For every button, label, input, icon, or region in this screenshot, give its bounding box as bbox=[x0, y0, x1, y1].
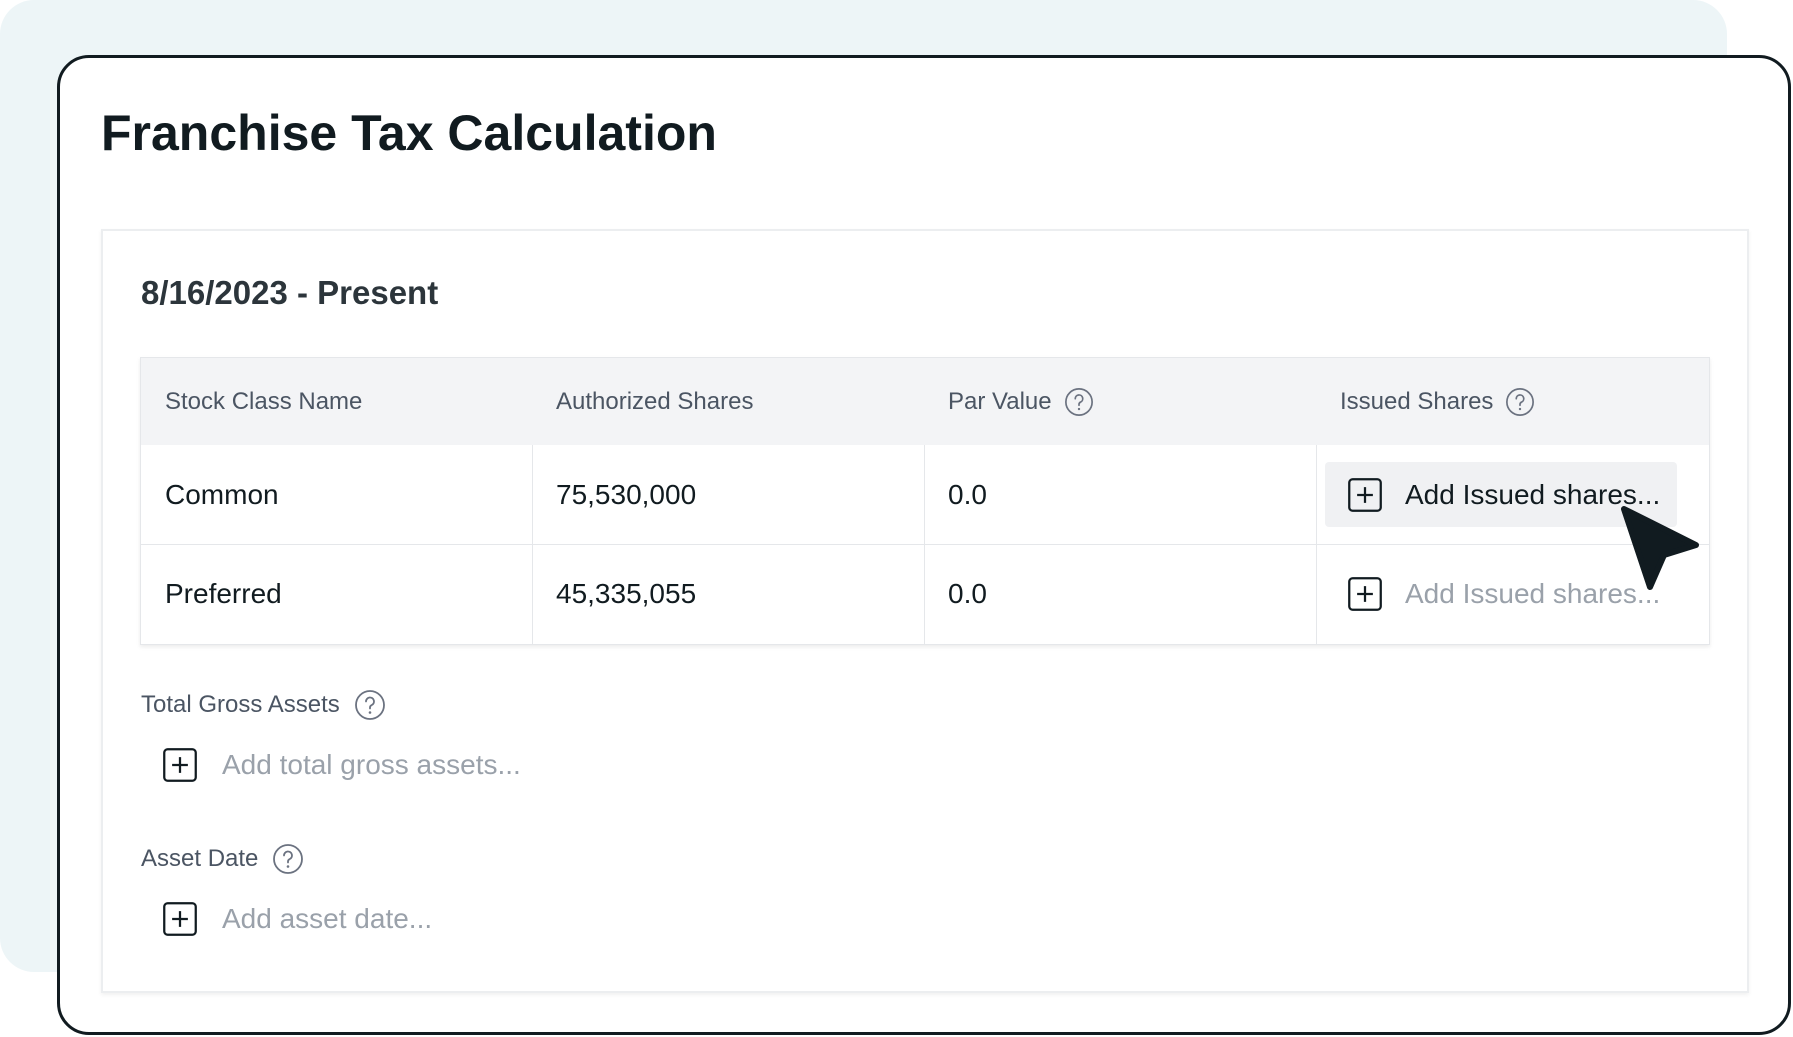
column-header-text: Issued Shares bbox=[1340, 387, 1494, 415]
plus-icon bbox=[1348, 477, 1382, 512]
placeholder-text: Add asset date... bbox=[222, 903, 433, 934]
add-issued-shares-button[interactable]: Add Issued shares... bbox=[1325, 561, 1677, 626]
table-cell: 0.0 bbox=[948, 577, 987, 609]
column-header-text: Par Value bbox=[948, 387, 1052, 415]
help-icon bbox=[1506, 387, 1535, 416]
plus-icon bbox=[1348, 576, 1382, 611]
column-header: Authorized Shares bbox=[556, 358, 753, 445]
stock-table: Stock Class Name Authorized Shares Par Val… bbox=[140, 357, 1710, 645]
column-header: Issued Shares bbox=[1340, 358, 1535, 445]
help-icon bbox=[273, 844, 304, 874]
field-label: Asset Date bbox=[141, 841, 304, 877]
column-header: Stock Class Name bbox=[165, 358, 362, 445]
field-label-text: Asset Date bbox=[141, 845, 259, 872]
row-divider bbox=[141, 544, 1709, 545]
table-cell: 0.0 bbox=[948, 478, 987, 510]
field-label-text: Total Gross Assets bbox=[141, 691, 340, 718]
plus-icon bbox=[163, 902, 197, 936]
page-title: Franchise Tax Calculation bbox=[101, 105, 717, 161]
add-field-button[interactable]: Add total gross assets... bbox=[162, 741, 521, 789]
column-header-text: Authorized Shares bbox=[556, 387, 754, 415]
column-header-text: Stock Class Name bbox=[165, 387, 363, 415]
help-icon bbox=[354, 690, 385, 720]
table-cell: Preferred bbox=[165, 577, 282, 609]
add-field-button[interactable]: Add asset date... bbox=[162, 895, 432, 943]
table-cell: Common bbox=[165, 478, 279, 510]
column-divider bbox=[532, 445, 533, 644]
period-title: 8/16/2023 - Present bbox=[141, 274, 439, 311]
table-header bbox=[141, 358, 1709, 445]
help-icon bbox=[1064, 387, 1093, 416]
button-text: Add Issued shares... bbox=[1405, 577, 1661, 609]
table-cell: 75,530,000 bbox=[556, 478, 697, 510]
add-issued-shares-button[interactable]: Add Issued shares... bbox=[1325, 462, 1678, 527]
placeholder-text: Add total gross assets... bbox=[222, 749, 521, 780]
field-label: Total Gross Assets bbox=[141, 687, 386, 723]
button-text: Add Issued shares... bbox=[1405, 478, 1661, 510]
column-divider bbox=[924, 445, 925, 644]
plus-icon bbox=[163, 748, 197, 782]
column-divider bbox=[1316, 445, 1317, 644]
column-header: Par Value bbox=[948, 358, 1094, 445]
mouse-cursor bbox=[1621, 506, 1699, 590]
table-cell: 45,335,055 bbox=[556, 577, 697, 609]
